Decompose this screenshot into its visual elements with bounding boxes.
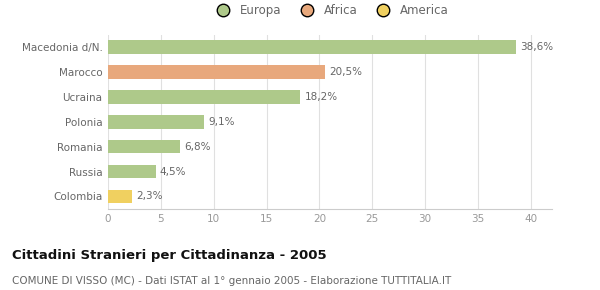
Text: 6,8%: 6,8%: [184, 142, 211, 152]
Bar: [108, 190, 133, 203]
Text: 9,1%: 9,1%: [208, 117, 235, 127]
Bar: [108, 90, 301, 104]
Text: 4,5%: 4,5%: [160, 166, 187, 177]
Text: 18,2%: 18,2%: [305, 92, 338, 102]
Bar: [108, 40, 516, 54]
Bar: [108, 65, 325, 79]
Text: 38,6%: 38,6%: [520, 42, 553, 52]
Bar: [108, 165, 155, 178]
Text: 2,3%: 2,3%: [137, 191, 163, 201]
Legend: Europa, Africa, America: Europa, Africa, America: [206, 0, 454, 22]
Bar: [108, 115, 204, 129]
Text: COMUNE DI VISSO (MC) - Dati ISTAT al 1° gennaio 2005 - Elaborazione TUTTITALIA.I: COMUNE DI VISSO (MC) - Dati ISTAT al 1° …: [12, 276, 451, 285]
Bar: [108, 140, 180, 153]
Text: Cittadini Stranieri per Cittadinanza - 2005: Cittadini Stranieri per Cittadinanza - 2…: [12, 249, 326, 262]
Text: 20,5%: 20,5%: [329, 67, 362, 77]
